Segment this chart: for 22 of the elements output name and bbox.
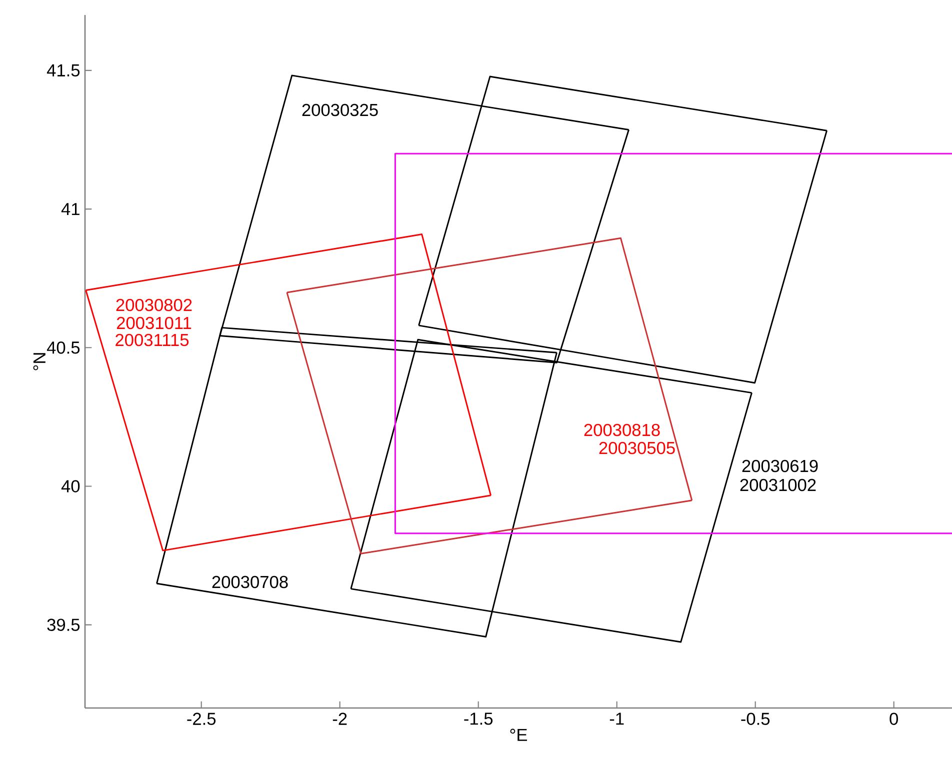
annotation: 20030619	[742, 460, 818, 472]
x-tick-label: -1	[610, 712, 624, 725]
annotation: 20030802	[116, 298, 192, 312]
annotation: 20030325	[302, 104, 378, 116]
annotation: 20030708	[212, 576, 288, 588]
annotation: 20031002	[740, 478, 816, 492]
y-tick-label: 40.5	[46, 342, 80, 354]
y-tick-label: 39.5	[47, 618, 80, 631]
x-tick-label: -0.5	[741, 712, 770, 725]
y-tick-label: 40	[61, 480, 80, 492]
x-tick-label: -1.5	[464, 712, 493, 725]
x-tick-label: -2.5	[187, 712, 216, 725]
y-axis-title: °N	[33, 353, 46, 370]
x-tick-label: 0	[890, 712, 898, 725]
y-tick-label: 41.5	[46, 64, 80, 76]
x-tick-label: -2	[332, 712, 347, 725]
annotation: 20031115	[116, 334, 189, 346]
annotation: 20031011	[116, 316, 192, 330]
x-axis-title: °E	[510, 728, 528, 741]
y-tick-label: 41	[61, 203, 80, 215]
annotation: 20030818	[584, 424, 660, 436]
annotation: 20030505	[599, 442, 675, 454]
